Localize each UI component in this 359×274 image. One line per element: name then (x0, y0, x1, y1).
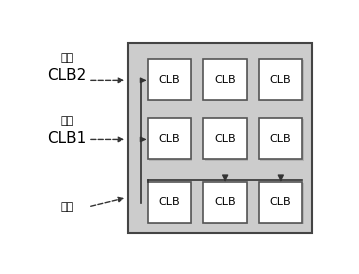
Bar (261, 119, 304, 161)
Text: 终端: 终端 (61, 116, 74, 127)
Bar (129, 43, 312, 233)
Text: CLB: CLB (270, 75, 292, 85)
Text: CLB: CLB (159, 134, 180, 144)
Text: 源端: 源端 (61, 202, 74, 212)
Bar (205, 183, 248, 224)
Bar (259, 59, 302, 100)
Bar (204, 59, 247, 100)
Bar (261, 183, 304, 224)
Bar (149, 119, 192, 161)
Bar (148, 182, 191, 223)
Bar (259, 118, 302, 159)
Text: CLB: CLB (159, 197, 180, 207)
Bar (261, 60, 304, 101)
Text: CLB1: CLB1 (47, 131, 87, 146)
Bar (204, 118, 247, 159)
Bar (148, 59, 191, 100)
Bar (148, 118, 191, 159)
Text: CLB2: CLB2 (47, 68, 87, 82)
Bar (205, 60, 248, 101)
Bar (204, 182, 247, 223)
Bar (149, 60, 192, 101)
Bar (259, 182, 302, 223)
Text: CLB: CLB (214, 134, 236, 144)
Text: 终端: 终端 (61, 53, 74, 63)
Bar (205, 119, 248, 161)
Text: CLB: CLB (214, 197, 236, 207)
Text: CLB: CLB (270, 134, 292, 144)
Text: CLB: CLB (214, 75, 236, 85)
Bar (149, 183, 192, 224)
Text: CLB: CLB (270, 197, 292, 207)
Text: CLB: CLB (159, 75, 180, 85)
